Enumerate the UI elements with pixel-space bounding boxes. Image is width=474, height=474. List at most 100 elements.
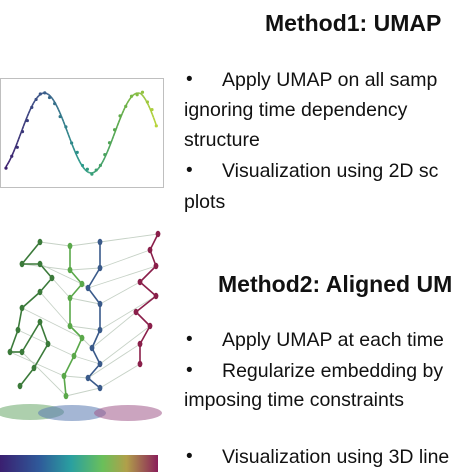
- tree-edge: [139, 281, 157, 297]
- method2-bullet-2-line-2: imposing time constraints: [184, 389, 405, 411]
- tree-edge: [21, 321, 41, 353]
- trajectory-point: [64, 125, 68, 129]
- trajectory-segment: [14, 145, 17, 150]
- trajectory-segment: [75, 153, 78, 158]
- tree-edge: [39, 277, 53, 293]
- alignment-link: [39, 263, 83, 285]
- trajectory-segment: [152, 117, 156, 122]
- trajectory-point: [30, 105, 34, 109]
- alignment-link: [39, 241, 71, 247]
- alignment-link: [21, 351, 67, 397]
- tree-node: [137, 360, 143, 368]
- tree-node: [85, 284, 91, 292]
- alignment-link: [99, 249, 151, 269]
- trajectory-segment: [66, 131, 70, 136]
- tree-node: [19, 348, 25, 356]
- tree-node: [85, 374, 91, 382]
- alignment-link: [69, 267, 101, 271]
- tree-node: [19, 260, 25, 268]
- trajectory-segment: [139, 92, 142, 95]
- trajectory-point: [113, 128, 117, 132]
- trajectory-segment: [121, 110, 125, 114]
- method1-bullet-2-line-1: Visualization using 2D sc: [222, 160, 439, 182]
- tree-node: [79, 334, 85, 342]
- tree-edge: [139, 265, 157, 283]
- trajectory-point: [25, 118, 29, 123]
- alignment-link: [99, 281, 141, 305]
- trajectory-segment: [51, 98, 55, 101]
- trajectory-segment: [134, 92, 137, 95]
- tree-node: [17, 382, 23, 390]
- time-alignment-links: [9, 233, 159, 397]
- tree-edge: [149, 233, 159, 251]
- alignment-link: [69, 297, 101, 305]
- scatter-frame: [0, 78, 164, 188]
- trajectory-point: [145, 100, 150, 104]
- trajectory-segment: [111, 135, 115, 140]
- trajectory-segment: [32, 100, 36, 104]
- tree-node: [137, 340, 143, 348]
- trajectory-segment: [7, 159, 11, 163]
- method1-bullet-2-marker: •: [186, 160, 193, 181]
- tree-edge: [73, 337, 83, 357]
- alignment-link: [99, 295, 157, 331]
- tree-node: [155, 230, 161, 238]
- trajectory-point: [53, 102, 57, 106]
- trajectory-segment: [36, 95, 40, 98]
- tree-edge: [63, 375, 67, 397]
- tree-node: [153, 262, 159, 270]
- tree-edge: [135, 295, 157, 313]
- trajectory-segment: [153, 120, 157, 125]
- tree-node: [97, 264, 103, 272]
- alignment-link: [63, 375, 89, 379]
- trajectory-segment: [101, 159, 105, 163]
- trajectory-segment: [55, 104, 58, 108]
- trajectory-point: [43, 91, 47, 95]
- trajectory-segment: [69, 137, 72, 142]
- tree-edge: [21, 291, 41, 309]
- trajectory-segment: [59, 112, 62, 116]
- tree-edge: [135, 311, 151, 327]
- trajectory-segment: [22, 122, 26, 127]
- trajectory-segment: [110, 139, 113, 144]
- trajectory-segment: [82, 167, 86, 170]
- trajectory-point: [4, 166, 8, 170]
- alignment-link: [91, 311, 137, 349]
- trajectory-segment: [84, 168, 87, 172]
- alignment-link: [87, 343, 141, 379]
- tree-edge: [33, 343, 49, 369]
- tree-edge: [139, 325, 151, 345]
- trajectory-point: [129, 94, 134, 98]
- tree-node: [15, 326, 21, 334]
- tree-edge: [87, 267, 101, 289]
- method2-title: Method2: Aligned UM: [218, 271, 453, 297]
- trajectory-segment: [61, 118, 65, 122]
- trajectory-point: [47, 95, 52, 100]
- tree-edge: [39, 321, 49, 345]
- trajectory-segment: [142, 96, 146, 99]
- tree-node: [37, 238, 43, 246]
- trajectory-segment: [86, 170, 89, 174]
- trajectory-segment: [127, 98, 131, 102]
- umap-2d-scatter-panel: [0, 78, 164, 188]
- trajectory-segment: [74, 150, 77, 155]
- tree-edge: [91, 329, 101, 349]
- tree-node: [97, 384, 103, 392]
- trajectory-point: [38, 92, 42, 96]
- method1-bullet-2-line-2: plots: [184, 191, 226, 213]
- method2-bullet-3-marker: •: [186, 446, 193, 467]
- tree-node: [7, 348, 13, 356]
- alignment-link: [69, 241, 101, 247]
- trajectory-segment: [126, 100, 130, 104]
- tree-node: [67, 294, 73, 302]
- trajectory-segment: [106, 148, 110, 153]
- alignment-link: [69, 325, 101, 331]
- tree-edge: [87, 287, 101, 305]
- trajectory-point: [85, 167, 89, 171]
- tree-edge: [91, 347, 101, 365]
- trajectory-segment: [27, 110, 31, 114]
- trajectory-segment: [147, 104, 151, 109]
- tree-node: [97, 326, 103, 334]
- alignment-link: [87, 265, 157, 289]
- trajectory-segment: [85, 169, 88, 173]
